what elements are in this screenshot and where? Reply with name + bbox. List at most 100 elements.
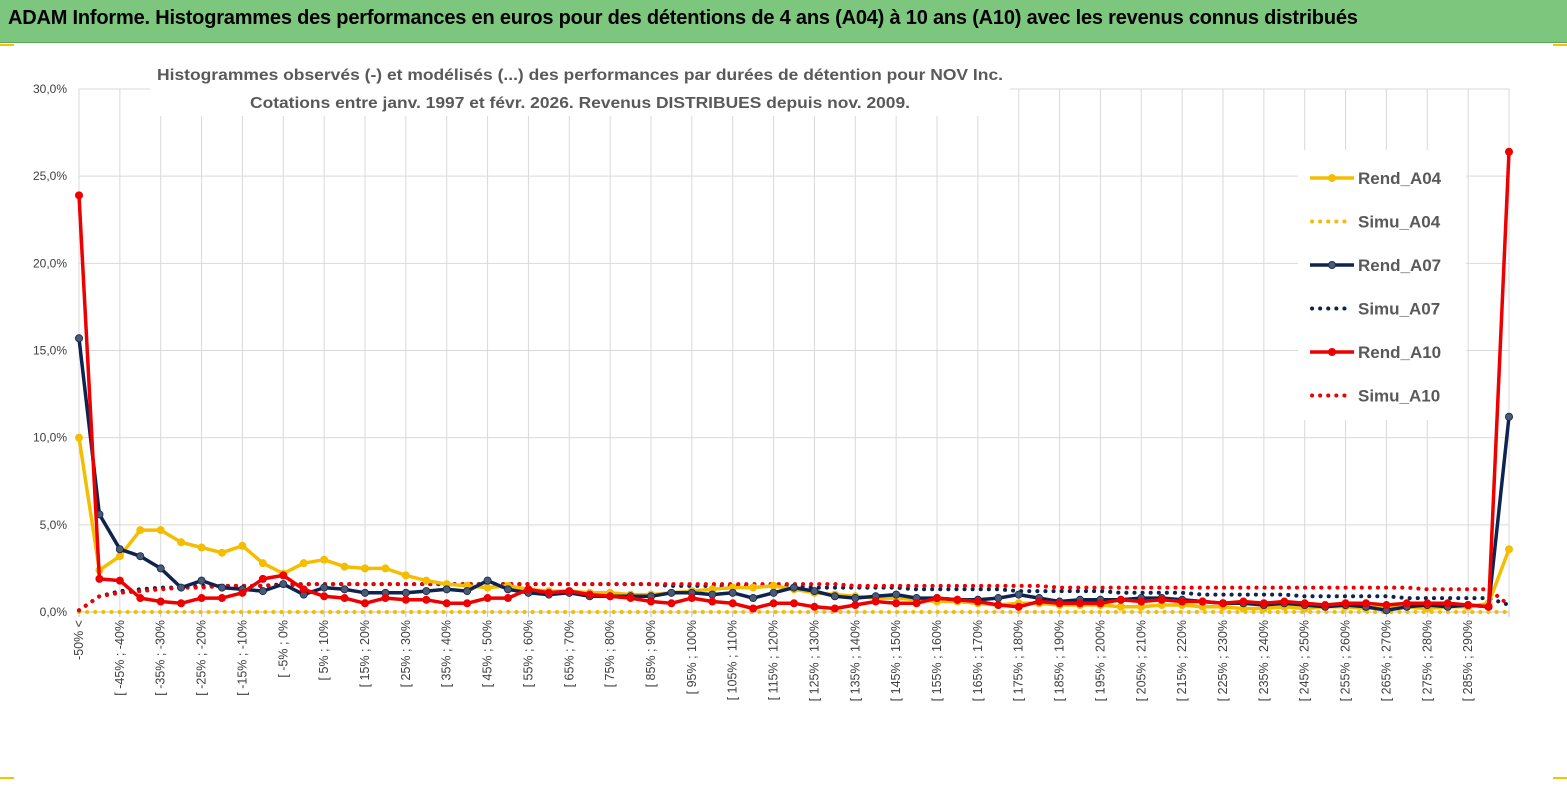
data-point-rend_a07 — [401, 588, 410, 597]
x-tick-label: [ -5% ; 0% — [276, 620, 290, 678]
data-point-rend_a10 — [851, 601, 860, 610]
data-point-rend_a04 — [749, 583, 758, 592]
data-point-rend_a07 — [136, 552, 145, 561]
data-point-rend_a07 — [769, 588, 778, 597]
data-point-rend_a04 — [422, 576, 431, 585]
data-point-rend_a10 — [1055, 599, 1064, 608]
data-point-rend_a10 — [830, 604, 839, 613]
x-tick-label: [ 15% ; 20% — [358, 620, 372, 687]
legend-label-simu_a10: Simu_A10 — [1358, 387, 1440, 406]
x-tick-label: -50% < — [72, 620, 86, 660]
data-point-rend_a04 — [258, 559, 267, 568]
data-point-rend_a04 — [217, 548, 226, 557]
data-point-rend_a10 — [1280, 597, 1289, 606]
data-point-rend_a10 — [1402, 599, 1411, 608]
data-point-rend_a04 — [177, 538, 186, 547]
legend-marker-rend_a07 — [1328, 260, 1337, 269]
x-tick-label: [ 125% ; 130% — [807, 620, 821, 701]
legend-marker-rend_a04 — [1328, 173, 1337, 182]
data-point-rend_a10 — [1464, 601, 1473, 610]
data-point-rend_a04 — [197, 543, 206, 552]
x-tick-label: [ -25% ; -20% — [195, 620, 209, 696]
x-tick-label: [ 235% ; 240% — [1257, 620, 1271, 701]
legend-box — [1298, 150, 1466, 420]
data-point-rend_a10 — [258, 574, 267, 583]
x-tick-label: [ 155% ; 160% — [930, 620, 944, 701]
y-tick-label: 15,0% — [33, 344, 67, 358]
x-tick-label: [ 215% ; 220% — [1175, 620, 1189, 701]
corner-mark-bottom-right — [1553, 777, 1567, 779]
data-point-rend_a10 — [463, 599, 472, 608]
x-tick-label: [ 5% ; 10% — [317, 620, 331, 680]
data-point-rend_a07 — [156, 564, 165, 573]
x-tick-label: [ 255% ; 260% — [1339, 620, 1353, 701]
data-point-rend_a10 — [1484, 602, 1493, 611]
data-point-rend_a10 — [1259, 599, 1268, 608]
report-banner: ADAM Informe. Histogrammes des performan… — [0, 0, 1567, 43]
data-point-rend_a10 — [708, 597, 717, 606]
x-tick-label: [ 105% ; 110% — [726, 620, 740, 700]
data-point-rend_a07 — [442, 585, 451, 594]
legend-label-simu_a04: Simu_A04 — [1358, 213, 1441, 232]
x-tick-label: [ 55% ; 60% — [521, 620, 535, 687]
data-point-rend_a07 — [892, 590, 901, 599]
x-tick-label: [ 165% ; 170% — [971, 620, 985, 701]
y-tick-label: 30,0% — [33, 82, 67, 96]
data-point-rend_a07 — [258, 587, 267, 596]
x-tick-label: [ 85% ; 90% — [644, 620, 658, 687]
data-point-rend_a10 — [1096, 599, 1105, 608]
legend-label-rend_a10: Rend_A10 — [1358, 343, 1441, 362]
data-point-rend_a04 — [156, 526, 165, 535]
data-point-rend_a04 — [1116, 602, 1125, 611]
data-point-rend_a07 — [851, 594, 860, 603]
x-tick-label: [ 45% ; 50% — [481, 620, 495, 687]
y-tick-label: 5,0% — [40, 518, 68, 532]
data-point-rend_a10 — [606, 592, 615, 601]
x-tick-label: [ 145% ; 150% — [889, 620, 903, 701]
data-point-rend_a10 — [933, 594, 942, 603]
data-point-rend_a10 — [360, 599, 369, 608]
data-point-rend_a07 — [463, 587, 472, 596]
y-tick-label: 0,0% — [40, 605, 68, 619]
data-point-rend_a07 — [197, 576, 206, 585]
y-tick-label: 10,0% — [33, 431, 67, 445]
data-point-rend_a07 — [115, 545, 124, 554]
data-point-rend_a07 — [830, 592, 839, 601]
data-point-rend_a07 — [483, 576, 492, 585]
data-point-rend_a07 — [810, 587, 819, 596]
data-point-rend_a04 — [299, 559, 308, 568]
x-tick-label: [ 205% ; 210% — [1134, 620, 1148, 701]
data-point-rend_a04 — [401, 571, 410, 580]
data-point-rend_a04 — [340, 562, 349, 571]
x-tick-label: [ 285% ; 290% — [1461, 620, 1475, 701]
data-point-rend_a07 — [728, 588, 737, 597]
data-point-rend_a04 — [483, 583, 492, 592]
data-point-rend_a10 — [647, 597, 656, 606]
x-tick-label: [ 275% ; 280% — [1420, 620, 1434, 701]
title-box — [150, 60, 1010, 116]
data-point-rend_a10 — [320, 592, 329, 601]
data-point-rend_a10 — [1362, 599, 1371, 608]
data-point-rend_a10 — [95, 574, 104, 583]
y-tick-label: 20,0% — [33, 256, 67, 270]
x-tick-label: [ 245% ; 250% — [1298, 620, 1312, 701]
x-tick-label: [ 65% ; 70% — [562, 620, 576, 687]
data-point-rend_a10 — [401, 595, 410, 604]
legend-marker-rend_a10 — [1328, 347, 1337, 356]
data-point-rend_a10 — [626, 594, 635, 603]
data-point-rend_a07 — [422, 587, 431, 596]
data-point-rend_a07 — [503, 585, 512, 594]
data-point-rend_a07 — [217, 583, 226, 592]
data-point-rend_a07 — [1014, 590, 1023, 599]
data-point-rend_a10 — [1505, 147, 1514, 156]
data-point-rend_a04 — [136, 526, 145, 535]
data-point-rend_a10 — [442, 599, 451, 608]
data-point-rend_a10 — [790, 599, 799, 608]
data-point-rend_a07 — [279, 580, 288, 589]
data-point-rend_a04 — [238, 541, 247, 550]
data-point-rend_a10 — [1157, 595, 1166, 604]
data-point-rend_a10 — [340, 594, 349, 603]
data-point-rend_a04 — [75, 433, 84, 442]
